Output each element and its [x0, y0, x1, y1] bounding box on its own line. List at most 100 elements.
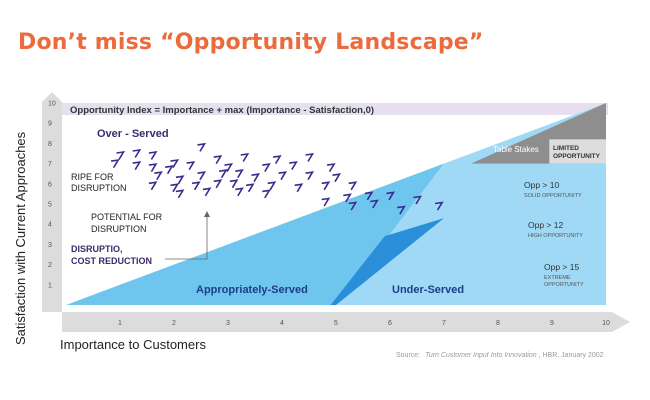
data-point	[191, 181, 201, 191]
x-tick-2: 2	[172, 320, 176, 327]
data-point	[413, 195, 423, 205]
data-point	[148, 163, 158, 173]
data-point	[278, 171, 288, 181]
high-opportunity-region	[330, 218, 444, 305]
ripe-label-2: DISRUPTION	[71, 183, 127, 193]
data-point	[370, 199, 379, 209]
data-point	[213, 155, 223, 165]
data-point	[235, 187, 244, 197]
y-tick-2: 2	[48, 262, 52, 269]
y-tick-5: 5	[48, 202, 52, 209]
x-tick-7: 7	[442, 320, 446, 327]
cost-label-1: DISRUPTIO,	[71, 244, 123, 254]
y-tick-4: 4	[48, 222, 52, 229]
data-point	[110, 159, 120, 169]
data-point	[262, 163, 271, 173]
source-suffix: , HBR, January 2002	[539, 352, 604, 359]
x-tick-5: 5	[334, 320, 338, 327]
y-tick-1: 1	[48, 282, 52, 289]
over-served-band	[62, 103, 608, 115]
data-point	[348, 181, 358, 191]
y-tick-3: 3	[48, 242, 52, 249]
data-point	[154, 171, 163, 181]
source-line: Source: Turn Customer Input Into Innovat…	[396, 352, 604, 359]
data-point	[386, 191, 396, 201]
data-point	[245, 183, 255, 193]
cost-label-2: COST REDUCTION	[71, 256, 152, 266]
y-tick-6: 6	[48, 181, 52, 188]
data-point	[148, 181, 158, 191]
data-point	[364, 191, 374, 201]
data-point	[170, 183, 180, 193]
data-point	[305, 152, 315, 162]
cost-reduction-pointer	[165, 215, 208, 260]
potential-label-2: DISRUPTION	[91, 224, 147, 234]
data-points	[110, 142, 444, 215]
data-point	[213, 179, 223, 189]
page-headline: Don’t miss “Opportunity Landscape”	[18, 30, 484, 55]
data-point	[170, 159, 180, 169]
data-point	[267, 181, 277, 191]
ripe-label-1: RIPE FOR	[71, 172, 114, 182]
source-title: Turn Customer Input Into Innovation	[425, 352, 537, 359]
data-point	[186, 161, 196, 171]
appropriately-served-region	[66, 103, 606, 305]
opp10-sub: SOLID OPPORTUNITY	[524, 193, 582, 199]
data-point	[251, 173, 261, 183]
data-point	[272, 155, 282, 165]
limited-label-1: LIMITED	[553, 145, 579, 152]
data-point	[132, 161, 142, 171]
data-point	[224, 163, 234, 173]
x-tick-10: 10	[602, 320, 610, 327]
potential-label-1: POTENTIAL FOR	[91, 212, 163, 222]
over-served-label: Over - Served	[97, 128, 169, 140]
data-point	[240, 152, 250, 162]
opp10-label: Opp > 10	[524, 180, 559, 190]
data-point	[116, 150, 126, 160]
data-point	[197, 142, 207, 152]
data-point	[262, 189, 271, 199]
y-tick-7: 7	[48, 161, 52, 168]
table-stakes-label: Table Stakes	[493, 145, 539, 154]
opp15-sub-2: OPPORTUNITY	[544, 282, 584, 288]
pointer-arrowhead	[204, 211, 210, 217]
y-tick-labels: 1 2 3 4 5 6 7 8 9 10	[48, 101, 56, 290]
data-point	[175, 175, 185, 185]
data-point	[294, 183, 304, 193]
data-point	[229, 179, 239, 189]
x-tick-1: 1	[118, 320, 122, 327]
data-point	[175, 189, 185, 199]
x-tick-4: 4	[280, 320, 284, 327]
x-axis-label: Importance to Customers	[60, 337, 206, 352]
y-axis-label: Satisfaction with Current Approaches	[13, 131, 28, 345]
data-point	[348, 201, 358, 211]
data-point	[397, 205, 406, 215]
x-tick-3: 3	[226, 320, 230, 327]
opp15-sub-1: EXTREME	[544, 275, 571, 281]
limited-opportunity-box	[549, 139, 606, 164]
x-tick-labels: 1 2 3 4 5 6 7 8 9 10	[118, 320, 610, 327]
data-point	[132, 148, 142, 158]
data-point	[197, 171, 207, 181]
data-point	[434, 201, 444, 211]
data-point	[202, 187, 212, 197]
under-served-label: Under-Served	[392, 284, 464, 296]
x-axis-bar	[62, 312, 630, 332]
data-point	[321, 181, 331, 191]
x-tick-9: 9	[550, 320, 554, 327]
y-tick-9: 9	[48, 121, 52, 128]
opp12-sub: HIGH OPPORTUNITY	[528, 233, 583, 239]
data-point	[332, 173, 342, 183]
data-point	[148, 150, 158, 160]
data-point	[235, 169, 244, 179]
data-point	[343, 193, 352, 203]
opp15-label: Opp > 15	[544, 262, 579, 272]
data-point	[289, 161, 298, 171]
x-tick-6: 6	[388, 320, 392, 327]
data-point	[164, 165, 174, 175]
data-point	[218, 169, 228, 179]
y-axis-bar	[42, 92, 62, 312]
data-point	[305, 171, 315, 181]
chart-title: Opportunity Index = Importance + max (Im…	[70, 105, 374, 116]
